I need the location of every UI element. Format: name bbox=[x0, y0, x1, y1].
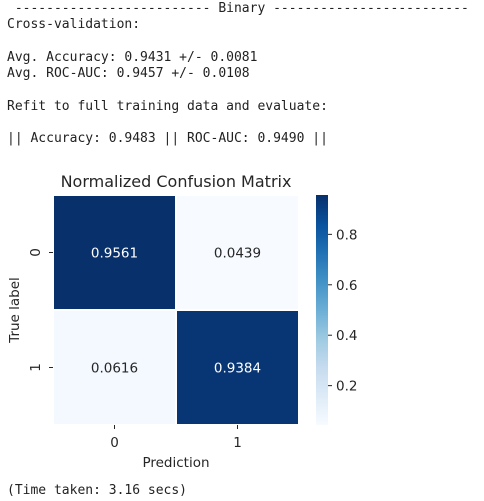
cell-value-0-0: 0.9561 bbox=[91, 246, 138, 262]
x-tick-label-0: 0 bbox=[110, 435, 119, 451]
colorbar-tick-label-0: 0.2 bbox=[336, 379, 357, 395]
cell-value-1-0: 0.0616 bbox=[91, 361, 138, 377]
binary-banner: ------------------------- Binary -------… bbox=[7, 1, 469, 16]
heatmap-cell-0-1 bbox=[175, 194, 300, 311]
heatmap-cells bbox=[52, 194, 300, 426]
chart-title: Normalized Confusion Matrix bbox=[61, 172, 292, 191]
heatmap-cell-1-0 bbox=[52, 309, 177, 426]
x-tick-label-1: 1 bbox=[233, 435, 242, 451]
x-axis-label: Prediction bbox=[142, 455, 209, 471]
colorbar-tick-label-3: 0.8 bbox=[336, 227, 357, 243]
heatmap-cell-1-1 bbox=[175, 309, 300, 426]
cell-value-0-1: 0.0439 bbox=[214, 246, 261, 262]
colorbar-tick-label-1: 0.4 bbox=[336, 328, 357, 344]
time-taken: (Time taken: 3.16 secs) bbox=[7, 483, 188, 498]
avg-accuracy-line: Avg. Accuracy: 0.9431 +/- 0.0081 bbox=[7, 50, 258, 65]
final-scores-line: || Accuracy: 0.9483 || ROC-AUC: 0.9490 |… bbox=[7, 131, 328, 146]
y-tick-label-1: 1 bbox=[28, 363, 44, 372]
colorbar-tick-label-2: 0.6 bbox=[336, 278, 357, 294]
y-axis-label: True label bbox=[7, 277, 23, 344]
y-axis-ticks: 01 bbox=[28, 248, 53, 372]
cell-value-1-1: 0.9384 bbox=[214, 361, 261, 377]
heatmap-cell-0-0 bbox=[52, 194, 177, 311]
confusion-matrix-chart: Normalized Confusion Matrix 0.9561 0.0439… bbox=[7, 172, 357, 471]
colorbar bbox=[316, 195, 328, 425]
y-tick-label-0: 0 bbox=[28, 248, 44, 257]
cv-title: Cross-validation: bbox=[7, 17, 141, 32]
refit-line: Refit to full training data and evaluate… bbox=[7, 99, 328, 114]
avg-roc-auc-line: Avg. ROC-AUC: 0.9457 +/- 0.0108 bbox=[7, 66, 250, 81]
heatmap-cell-labels: 0.9561 0.0439 0.0616 0.9384 bbox=[91, 246, 261, 377]
colorbar-ticks: 0.2 0.4 0.6 0.8 bbox=[328, 227, 357, 395]
